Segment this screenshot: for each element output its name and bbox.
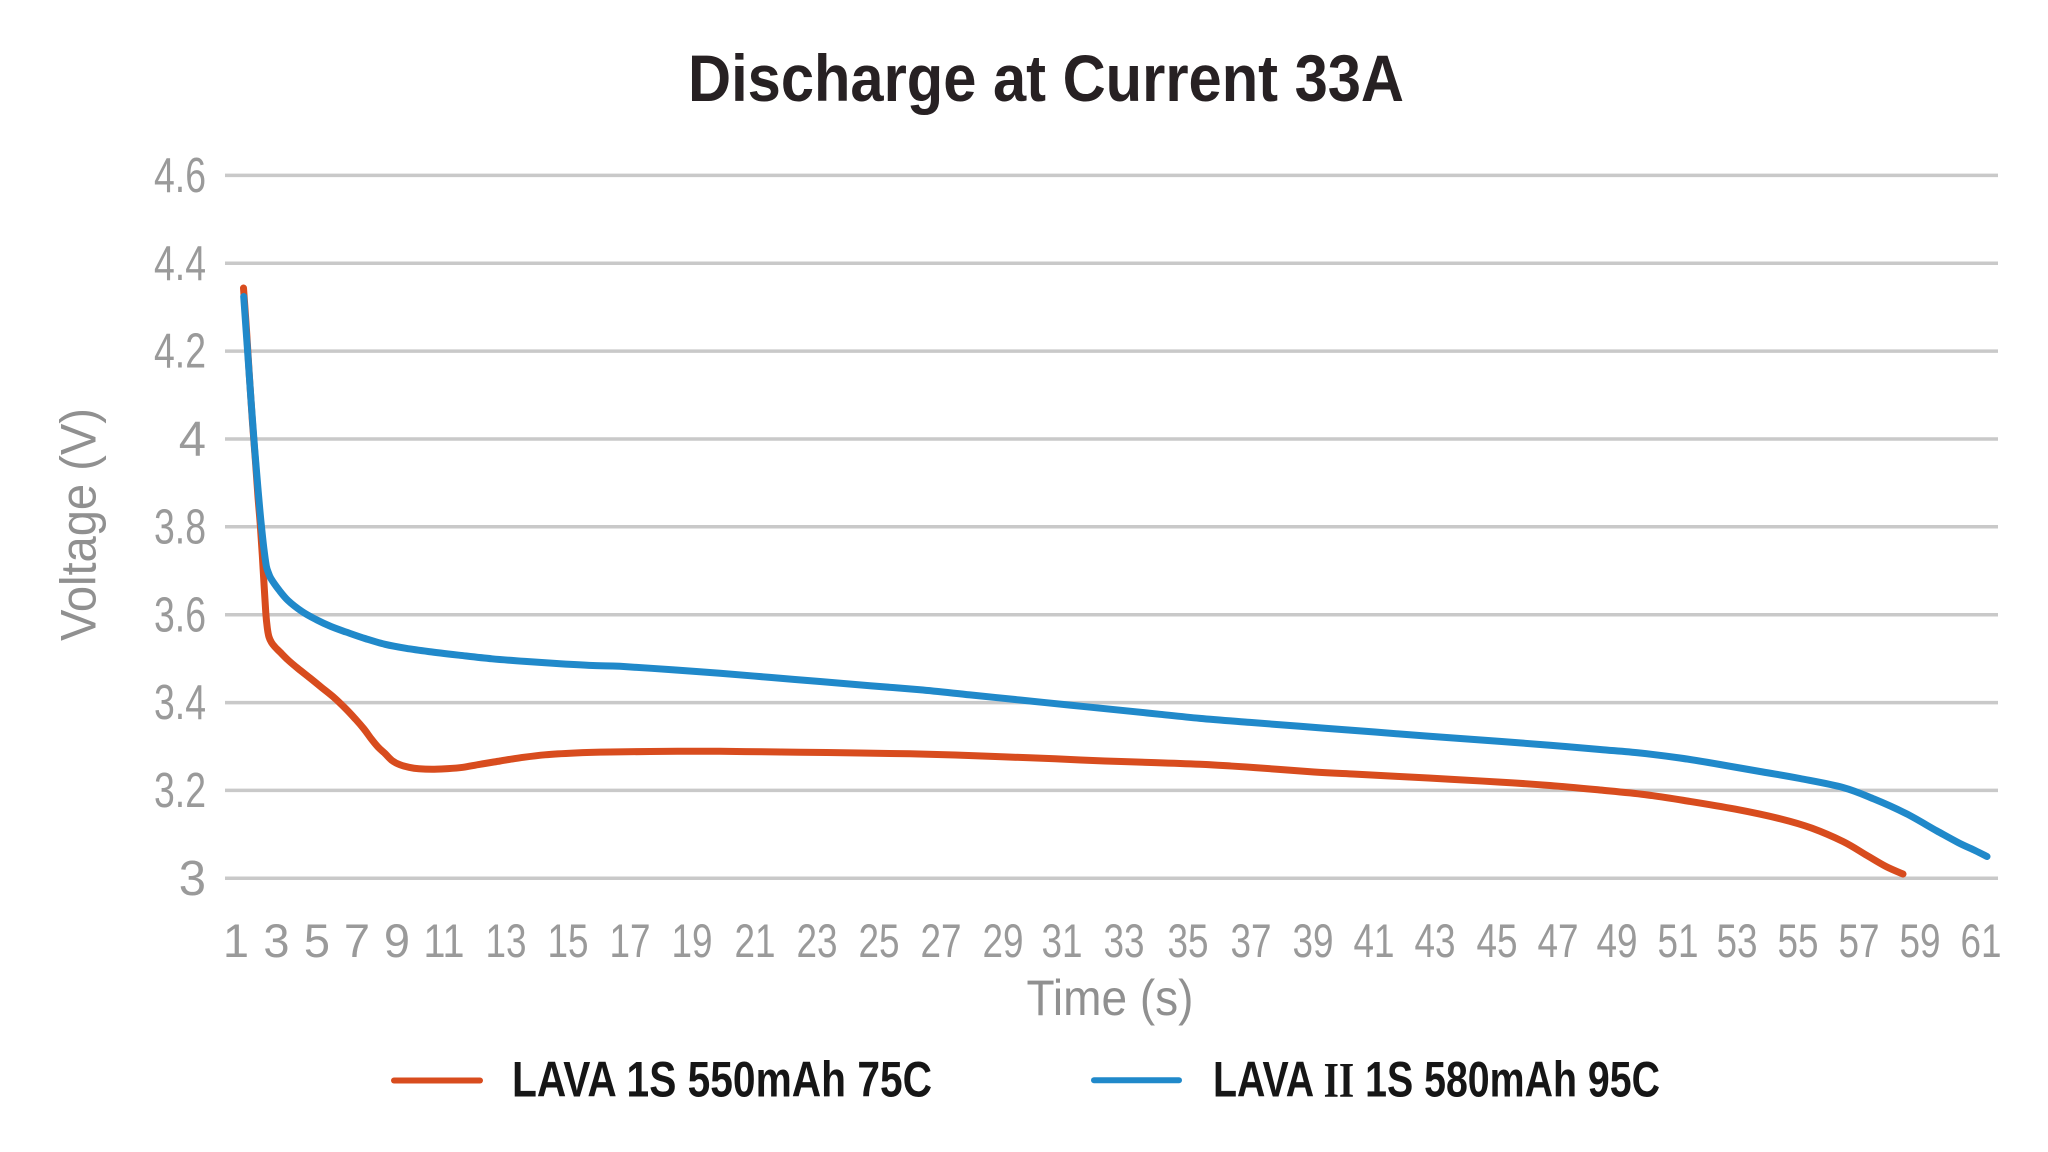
svg-text:4.4: 4.4 [154, 237, 206, 291]
svg-text:9: 9 [384, 914, 410, 967]
svg-text:31: 31 [1042, 914, 1083, 967]
svg-text:LAVA II 1S 580mAh 95C: LAVA II 1S 580mAh 95C [1213, 1052, 1660, 1108]
svg-text:7: 7 [344, 914, 370, 967]
svg-text:49: 49 [1597, 914, 1638, 967]
svg-text:21: 21 [735, 914, 776, 967]
svg-text:61: 61 [1961, 914, 2002, 967]
svg-text:33: 33 [1104, 914, 1145, 967]
svg-text:47: 47 [1538, 914, 1579, 967]
svg-text:41: 41 [1354, 914, 1395, 967]
svg-text:5: 5 [304, 914, 330, 967]
svg-text:3: 3 [263, 914, 289, 967]
svg-text:57: 57 [1839, 914, 1880, 967]
svg-text:13: 13 [486, 914, 527, 967]
svg-text:3: 3 [179, 852, 206, 906]
svg-text:45: 45 [1477, 914, 1518, 967]
svg-text:3.2: 3.2 [154, 764, 206, 818]
svg-text:3.6: 3.6 [154, 588, 206, 642]
svg-text:17: 17 [610, 914, 651, 967]
svg-text:3.4: 3.4 [154, 676, 206, 730]
svg-text:15: 15 [548, 914, 589, 967]
svg-text:55: 55 [1778, 914, 1819, 967]
svg-text:39: 39 [1293, 914, 1334, 967]
svg-text:1: 1 [223, 914, 249, 967]
svg-text:LAVA 1S 550mAh 75C: LAVA 1S 550mAh 75C [512, 1052, 932, 1108]
svg-text:Voltage (V): Voltage (V) [51, 408, 107, 641]
svg-text:35: 35 [1168, 914, 1209, 967]
svg-text:59: 59 [1900, 914, 1941, 967]
svg-text:23: 23 [797, 914, 838, 967]
svg-text:19: 19 [672, 914, 713, 967]
svg-text:43: 43 [1415, 914, 1456, 967]
svg-text:Time (s): Time (s) [1027, 970, 1194, 1026]
svg-text:53: 53 [1717, 914, 1758, 967]
svg-text:25: 25 [859, 914, 900, 967]
svg-text:11: 11 [424, 914, 465, 967]
svg-text:37: 37 [1231, 914, 1272, 967]
svg-text:29: 29 [983, 914, 1024, 967]
svg-text:4.2: 4.2 [154, 325, 206, 379]
svg-text:4: 4 [179, 413, 206, 467]
svg-text:Discharge at Current 33A: Discharge at Current 33A [688, 41, 1404, 115]
svg-text:51: 51 [1658, 914, 1699, 967]
svg-text:4.6: 4.6 [154, 149, 206, 203]
svg-text:3.8: 3.8 [154, 500, 206, 554]
svg-text:27: 27 [921, 914, 962, 967]
